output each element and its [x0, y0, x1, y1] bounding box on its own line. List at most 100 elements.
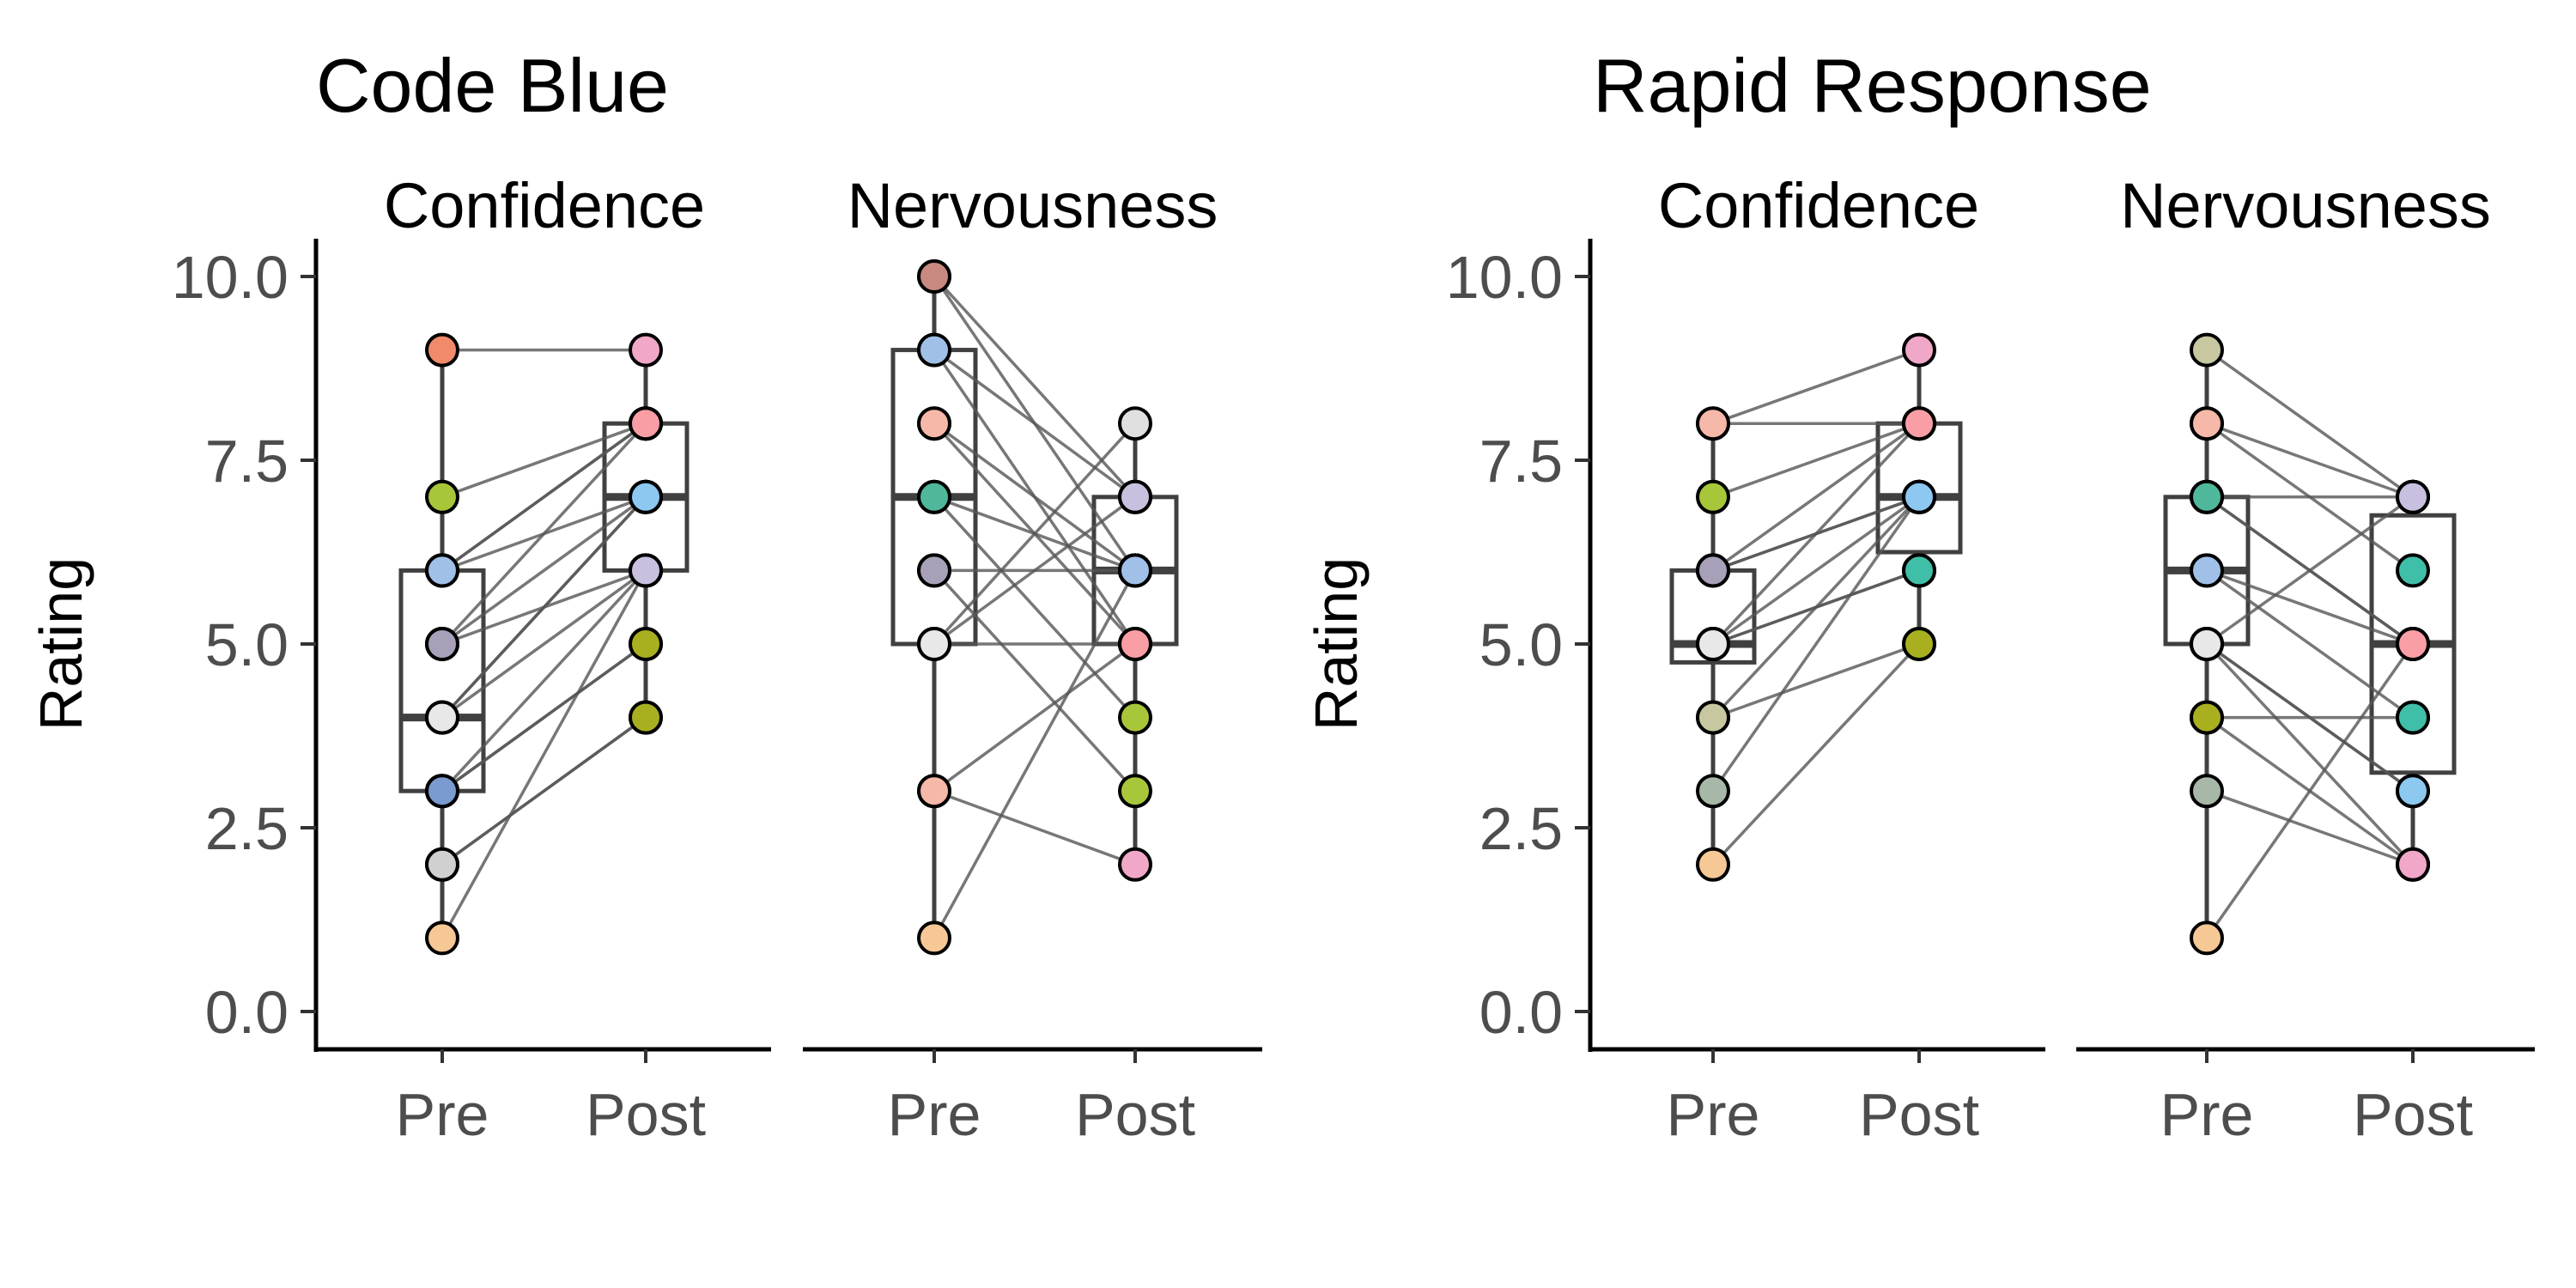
- x-tick-label: Post: [1075, 1081, 1195, 1148]
- pre-point: [1696, 774, 1730, 809]
- pair-line: [933, 642, 1137, 793]
- facet-strip-label: Confidence: [1658, 170, 1979, 241]
- pair-line: [1711, 422, 1921, 572]
- pair-line: [933, 495, 1137, 719]
- points: [917, 259, 1152, 956]
- pre-point: [1696, 406, 1730, 441]
- pair-lines: [1711, 348, 1921, 866]
- pre-point: [917, 479, 951, 514]
- pair-line: [933, 275, 1137, 498]
- facet-0: Confidence Pre Post: [1592, 170, 2045, 1148]
- pre-point: [425, 847, 459, 882]
- x-tick-label: Pre: [2160, 1081, 2254, 1148]
- x-tick-label: Post: [586, 1081, 706, 1148]
- chart-panel-0: Code Blue Rating 0.0 2.5 5.0 7.5 10.0 Confidenc…: [27, 43, 1262, 1148]
- pre-point: [2190, 627, 2224, 661]
- pre-point: [2190, 332, 2224, 368]
- y-tick-label: 5.0: [1479, 611, 1563, 678]
- pre-point: [425, 920, 459, 956]
- pre-point: [425, 627, 459, 661]
- pre-point: [1696, 479, 1730, 514]
- pre-point: [425, 553, 459, 588]
- pair-line: [1712, 642, 1920, 720]
- post-point: [1902, 479, 1936, 514]
- pair-line: [2206, 568, 2414, 646]
- pair-line: [440, 422, 647, 646]
- pre-point: [917, 774, 951, 809]
- y-tick-label: 2.5: [205, 795, 289, 862]
- pair-line: [440, 422, 647, 572]
- post-point: [629, 553, 663, 588]
- x-tick-label: Pre: [888, 1081, 981, 1148]
- pair-line: [933, 422, 1137, 646]
- pre-point: [1696, 553, 1730, 588]
- pair-line: [440, 569, 647, 939]
- facet-0: Confidence Pre Post: [318, 170, 771, 1148]
- chart-panel-1: Rapid Response Rating 0.0 2.5 5.0 7.5 10.0 Conf…: [1303, 43, 2535, 1148]
- pre-point: [1696, 627, 1730, 661]
- pair-line: [440, 569, 647, 793]
- facet-strip-label: Confidence: [384, 170, 705, 241]
- facet-strip-label: Nervousness: [2120, 170, 2491, 241]
- post-point: [2396, 847, 2430, 882]
- x-tick-label: Pre: [396, 1081, 489, 1148]
- y-axis-label: Rating: [1303, 557, 1370, 731]
- pair-line: [1711, 422, 1921, 646]
- pre-point: [917, 406, 951, 441]
- pre-point: [2190, 553, 2224, 588]
- pair-line: [2206, 789, 2414, 866]
- pair-line: [2205, 642, 2415, 866]
- panel-title: Rapid Response: [1593, 43, 2152, 128]
- pair-line: [440, 495, 647, 719]
- pre-point: [2190, 479, 2224, 514]
- pre-point: [917, 259, 951, 294]
- pair-line: [933, 569, 1137, 939]
- pre-point: [2190, 700, 2224, 735]
- post-point: [1902, 406, 1936, 441]
- pair-line: [2205, 642, 2415, 939]
- post-point: [1118, 406, 1152, 441]
- y-tick-label: 7.5: [205, 428, 289, 495]
- points: [1696, 332, 1936, 882]
- post-point: [1902, 627, 1936, 661]
- points: [2190, 332, 2430, 956]
- pre-point: [2190, 406, 2224, 441]
- y-tick-label: 0.0: [1479, 979, 1563, 1046]
- pair-line: [933, 495, 1137, 646]
- pre-point: [425, 332, 459, 368]
- pair-line: [440, 568, 647, 720]
- pair-line: [933, 789, 1136, 866]
- facet-1: Nervousness Pre Post: [2076, 170, 2535, 1148]
- pre-point: [917, 627, 951, 661]
- boxplot-post: [602, 349, 690, 718]
- pair-line: [441, 422, 647, 499]
- pair-line: [1711, 495, 1921, 793]
- pre-point: [425, 700, 459, 735]
- x-tick-label: Post: [1859, 1081, 1979, 1148]
- pre-point: [425, 774, 459, 809]
- post-point: [1118, 847, 1152, 882]
- post-point: [1902, 332, 1936, 368]
- pair-line: [1711, 495, 1921, 719]
- pre-point: [1696, 700, 1730, 735]
- y-tick-label: 10.0: [1446, 244, 1563, 311]
- y-tick-label: 0.0: [205, 979, 289, 1046]
- boxplot-pre: [890, 276, 978, 939]
- pre-point: [917, 920, 951, 956]
- post-point: [2396, 774, 2430, 809]
- boxplot-post: [2369, 496, 2457, 865]
- pre-point: [425, 479, 459, 514]
- x-tick-label: Pre: [1667, 1081, 1760, 1148]
- y-tick-label: 2.5: [1479, 795, 1563, 862]
- pair-line: [1712, 348, 1920, 425]
- post-point: [2396, 553, 2430, 588]
- pair-line: [933, 349, 1137, 499]
- points: [425, 332, 663, 956]
- pre-point: [2190, 920, 2224, 956]
- x-tick-label: Post: [2353, 1081, 2473, 1148]
- post-point: [1118, 774, 1152, 809]
- pair-lines: [2205, 349, 2415, 939]
- pre-point: [917, 553, 951, 588]
- pre-point: [1696, 847, 1730, 882]
